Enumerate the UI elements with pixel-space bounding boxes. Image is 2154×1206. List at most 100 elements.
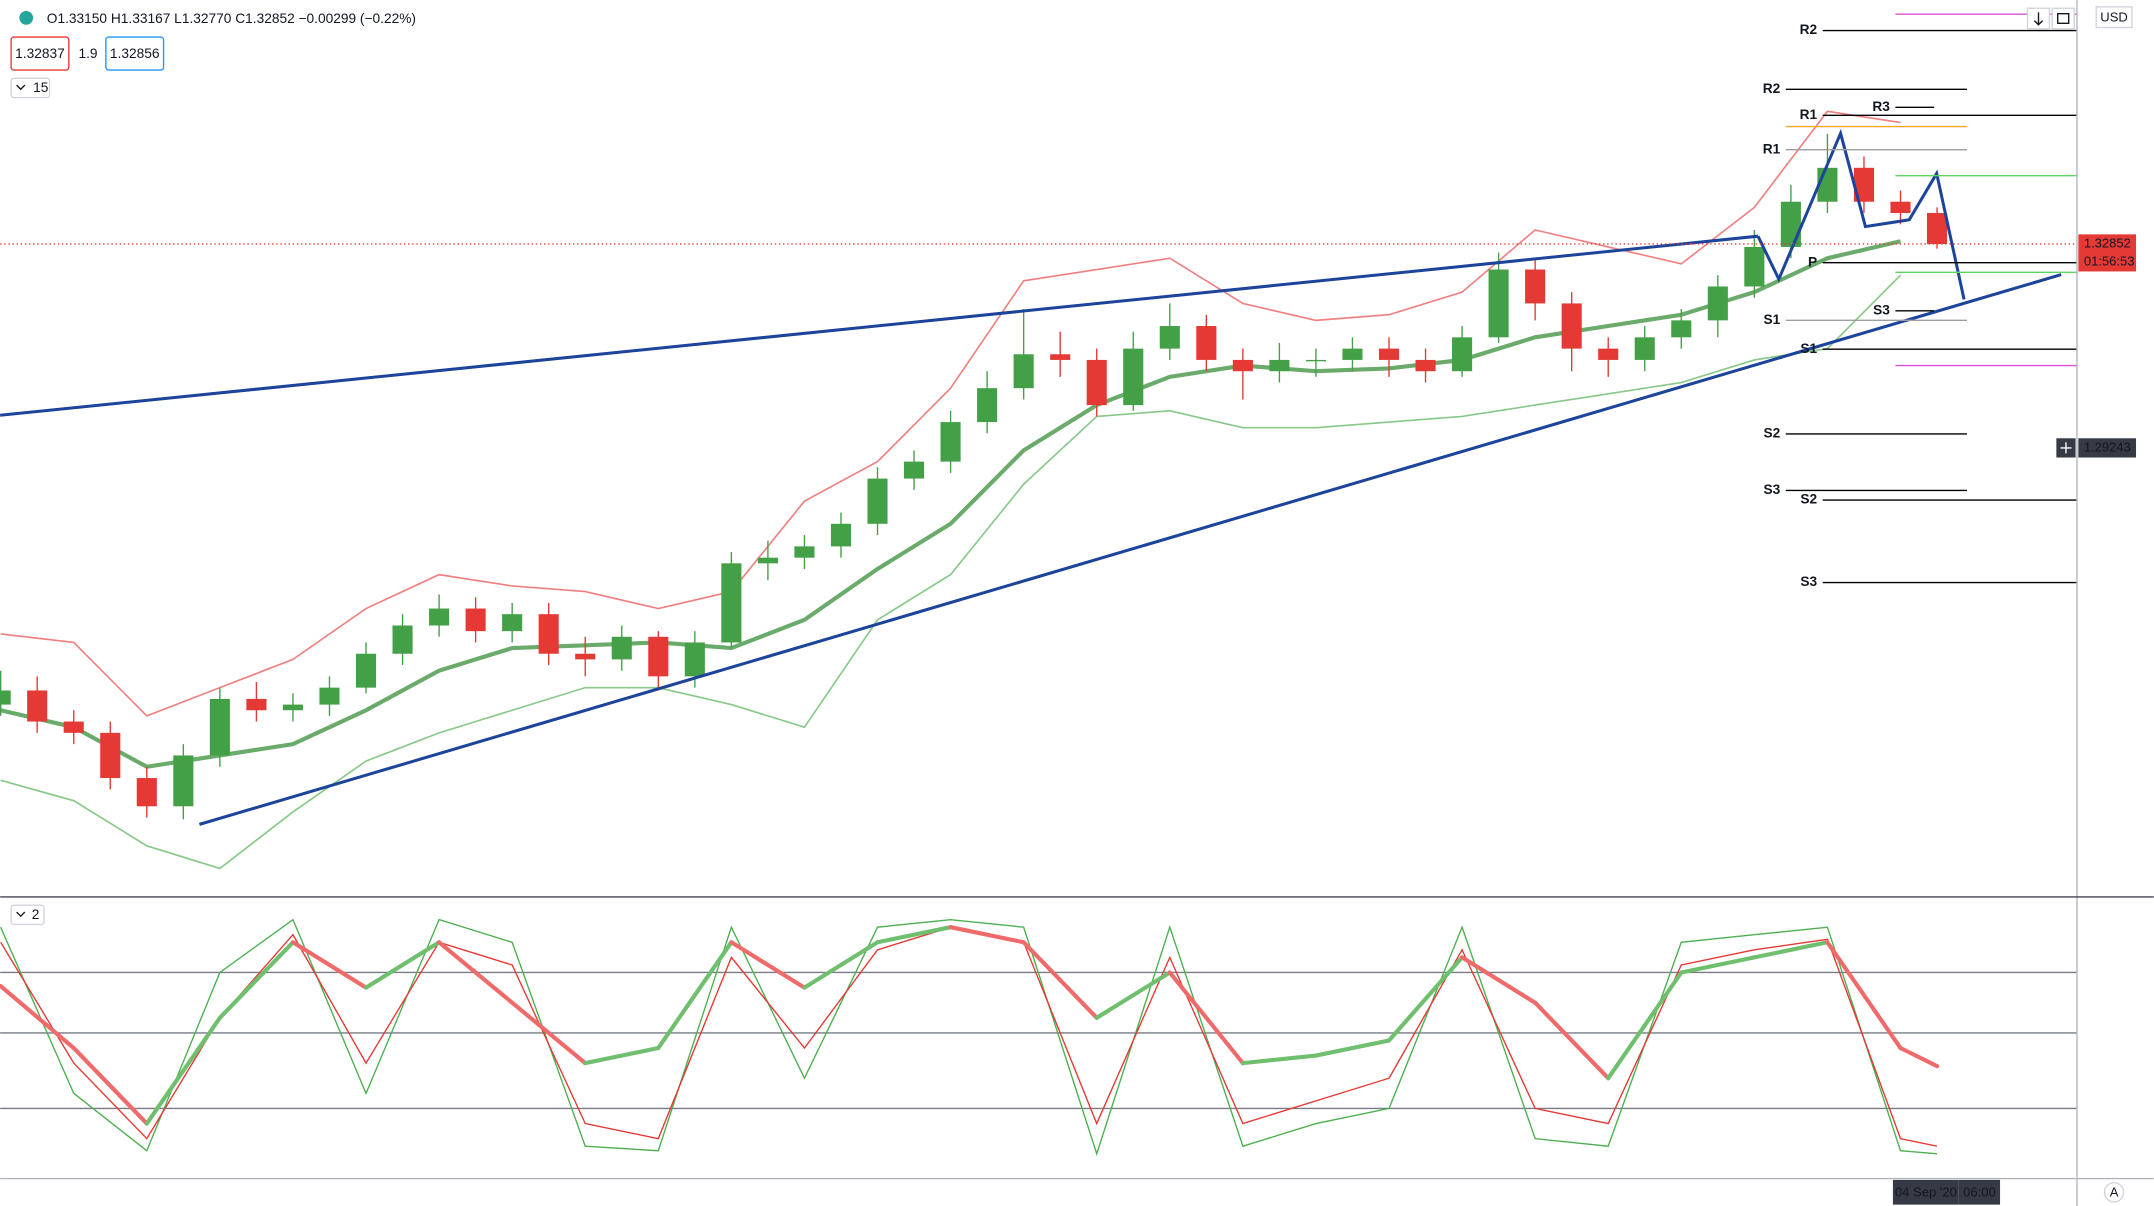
crosshair-plus-icon xyxy=(2060,442,2072,454)
oscillator-segment xyxy=(1167,970,1245,1066)
candle-body xyxy=(1853,167,1875,202)
arrow-icon xyxy=(2033,12,2044,26)
oscillator-segment xyxy=(1679,955,1757,975)
oscillator-segment xyxy=(1752,940,1830,960)
candle-body xyxy=(1378,348,1400,360)
oscillator-segment xyxy=(948,925,1026,945)
pivot-label: R3 xyxy=(1872,99,1890,114)
candle-body xyxy=(1707,286,1728,321)
candle-body xyxy=(903,461,925,479)
candle-body xyxy=(1269,359,1290,372)
candle-body xyxy=(282,704,303,711)
crosshair-time-box xyxy=(1958,1179,2001,1205)
candle-body xyxy=(173,755,194,807)
currency-label[interactable]: USD xyxy=(2100,9,2128,24)
oscillator-segment xyxy=(1094,970,1172,1020)
candle-body xyxy=(794,546,815,558)
auto-scale-button[interactable] xyxy=(2103,1181,2125,1203)
oscillator-segment xyxy=(71,1045,149,1126)
pivot-label: S1 xyxy=(1800,341,1817,356)
oscillator-segment xyxy=(729,940,807,990)
interval-label[interactable]: 15 xyxy=(33,80,49,95)
candle-body xyxy=(392,625,413,654)
interval-toggle[interactable] xyxy=(10,77,51,99)
candle-body xyxy=(502,614,523,632)
currency-box[interactable] xyxy=(2095,6,2133,29)
crosshair-date-box xyxy=(1892,1179,1959,1205)
axis-layer: 1.32852 01:56:53 1.29243 xyxy=(2056,234,2137,458)
candle-body xyxy=(575,653,596,660)
reset-button[interactable] xyxy=(2051,7,2075,30)
candle-body xyxy=(721,563,742,643)
candle-body xyxy=(648,636,669,677)
candle-body xyxy=(757,557,778,564)
oscillator-segment xyxy=(1021,940,1099,1020)
oscillator-segment xyxy=(437,940,515,1005)
pivot-label: R1 xyxy=(1800,107,1818,122)
chevron-icon xyxy=(16,84,26,91)
candle-body xyxy=(867,478,888,524)
candle-body xyxy=(63,721,84,733)
candle-body xyxy=(209,698,230,756)
candle-body xyxy=(355,653,377,688)
ask-price[interactable]: 1.32856 xyxy=(110,46,160,61)
sell-button[interactable] xyxy=(10,36,70,71)
candle-body xyxy=(1305,359,1326,362)
crosshair-price-box xyxy=(2078,438,2137,458)
candle-body xyxy=(1780,201,1801,247)
candle-body xyxy=(1452,337,1473,372)
oscillator-segment xyxy=(1533,1000,1611,1081)
oscillator-segment xyxy=(583,1045,661,1066)
plot-layer: R2 R2 R3 R1 R1 P S3 S1 S1 S2 S3 S2 S3 xyxy=(0,13,2077,1157)
oscillator-count[interactable]: 2 xyxy=(32,907,40,922)
oscillator-segment xyxy=(1386,955,1465,1043)
pivot-label: S1 xyxy=(1764,312,1781,327)
oscillator-segment xyxy=(656,940,734,1051)
countdown: 01:56:53 xyxy=(2084,253,2135,268)
crosshair-time: 06:00 xyxy=(1963,1184,1996,1199)
oscillator-segment xyxy=(802,940,880,990)
oscillator-segment xyxy=(363,940,442,990)
candle-body xyxy=(538,614,559,654)
candle-body xyxy=(1013,354,1034,389)
candle-body xyxy=(1525,269,1546,304)
trendline xyxy=(1756,128,1966,300)
pivot-label: R2 xyxy=(1763,81,1781,96)
pivot-label: S2 xyxy=(1764,426,1781,441)
oscillator-segment xyxy=(217,940,296,1020)
candle-body xyxy=(1086,359,1107,406)
candle-body xyxy=(429,608,450,626)
candle-body xyxy=(830,523,852,547)
candle-body xyxy=(1890,201,1911,214)
last-price-label: 1.32852 xyxy=(2084,235,2131,250)
oscillator-segment xyxy=(290,940,369,990)
auto-scale-label[interactable]: A xyxy=(2110,1184,2119,1199)
oscillator-segment xyxy=(875,925,953,945)
candle-body xyxy=(940,422,961,462)
candle-body xyxy=(611,636,632,660)
oscillator-toggle[interactable] xyxy=(10,904,45,926)
buy-button[interactable] xyxy=(105,36,165,71)
reset-icon xyxy=(2057,13,2070,25)
bid-price[interactable]: 1.32837 xyxy=(15,46,65,61)
oscillator-segment xyxy=(1240,1053,1318,1066)
candle-body xyxy=(1159,326,1180,349)
candle-body xyxy=(1123,348,1144,406)
candle-body xyxy=(1561,303,1582,349)
candle-body xyxy=(100,732,121,779)
pivot-label: R2 xyxy=(1800,22,1818,37)
candle-body xyxy=(246,698,267,711)
chevron-icon xyxy=(16,911,26,918)
candle-body xyxy=(1926,213,1948,244)
candle-body xyxy=(1050,354,1071,360)
pivot-label: P xyxy=(1808,254,1817,269)
oscillator-segment xyxy=(1313,1038,1392,1058)
lower-band xyxy=(0,274,1902,870)
candle-body xyxy=(465,608,486,632)
candle-body xyxy=(1488,269,1509,338)
pivot-label: S3 xyxy=(1873,302,1890,317)
spread: 1.9 xyxy=(78,46,97,61)
oscillator-segment xyxy=(1898,1045,1940,1069)
